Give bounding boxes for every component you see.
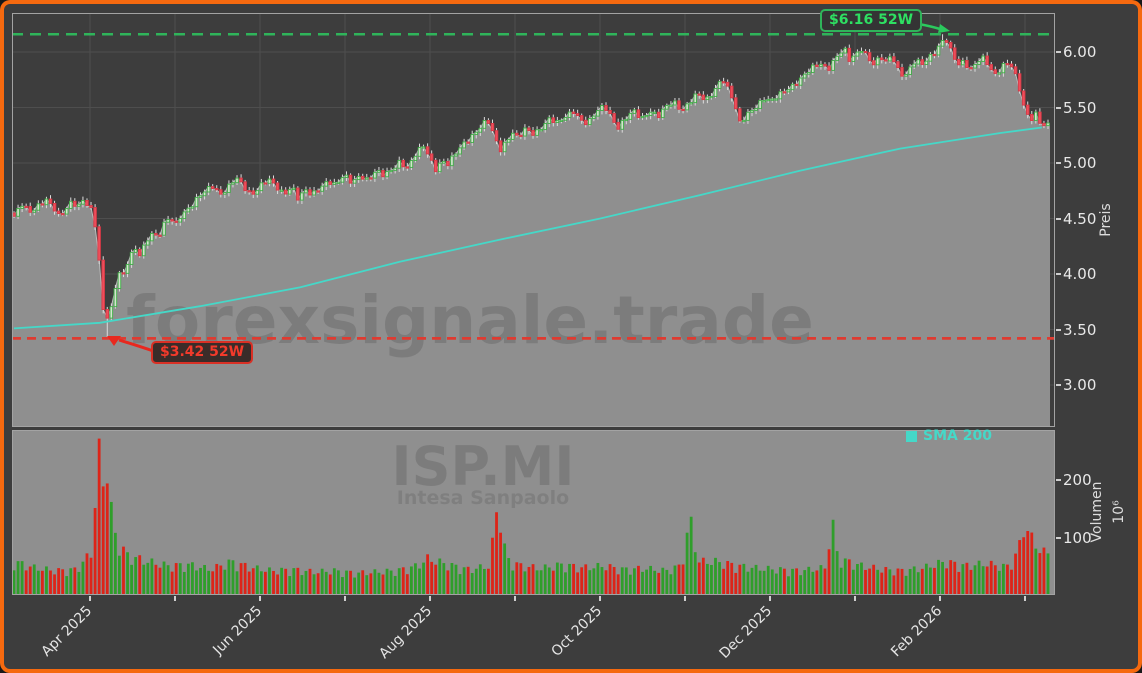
price-tick-label: 5.50 [1063,98,1097,117]
x-tick-mark [259,596,261,601]
price-tick-mark [1056,162,1061,164]
low-52w-arrow-icon [107,336,154,353]
low-52w-label: $3.42 52W [151,341,254,364]
price-close-line [13,39,1049,320]
candles-group [12,34,1050,339]
x-tick-mark [1024,596,1026,601]
price-tick-label: 3.00 [1063,376,1097,394]
price-tick-mark [1056,106,1061,109]
x-tick-label: Oct 2025 [548,603,606,660]
x-tick-mark [344,596,346,601]
price-tick-mark [1056,328,1061,331]
x-tick-label: Feb 2026 [888,603,946,661]
x-tick-mark [514,596,516,601]
x-tick-mark [429,596,431,601]
volume-tick-label: 200 [1063,471,1092,489]
sma-legend-swatch [906,430,917,442]
price-tick-label: 6.00 [1063,43,1097,61]
price-panel: forexsignale.trade [12,13,1055,427]
price-tick-mark [1056,384,1061,386]
price-tick-label: 4.00 [1063,265,1097,283]
volume-tick-mark [1056,536,1061,539]
price-tick-mark [1056,217,1061,220]
x-tick-label: Jun 2025 [210,603,266,659]
x-tick-mark [89,596,91,601]
company-watermark: Intesa Sanpaolo [397,487,569,509]
volume-bars-group [12,438,1050,595]
x-tick-mark [939,596,941,601]
x-tick-label: Apr 2025 [38,603,96,660]
price-tick-mark [1056,51,1061,53]
volume-axis-title: Volumen [1089,481,1105,543]
x-tick-mark [854,596,856,601]
x-tick-label: Dec 2025 [716,603,776,662]
volume-tick-mark [1056,479,1061,481]
price-tick-label: 4.50 [1063,209,1097,228]
price-tick-mark [1056,273,1061,275]
sma-legend: SMA 200 [906,428,992,444]
x-tick-mark [769,596,771,601]
sma-200-line [13,126,1042,330]
volume-axis-unit: 10⁶ [1111,500,1127,524]
x-tick-mark [684,596,686,601]
price-tick-label: 3.50 [1063,320,1097,339]
volume-tick-label: 100 [1063,528,1092,547]
price-axis-title: Preis [1098,203,1114,237]
price-tick-label: 5.00 [1063,154,1097,172]
x-tick-mark [599,596,601,601]
symbol-watermark: ISP.MI [392,435,575,498]
high-52w-label: $6.16 52W [820,9,923,32]
sma-legend-label: SMA 200 [923,428,992,444]
x-tick-label: Aug 2025 [376,603,436,662]
x-tick-mark [174,596,176,601]
